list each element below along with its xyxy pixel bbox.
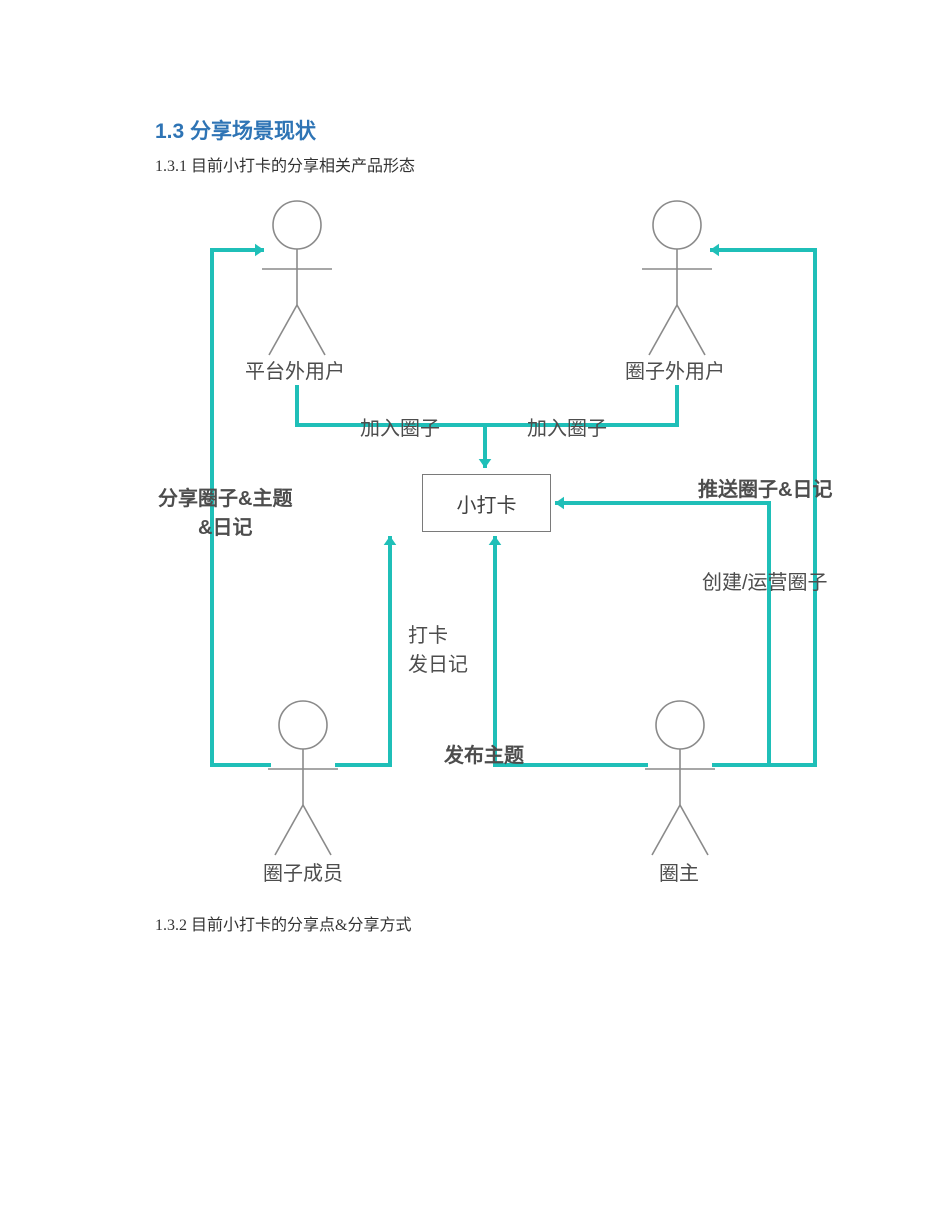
edge-label-push_circle_diary: 推送圈子&日记	[698, 473, 832, 502]
edge-e_owner_to_center_h	[555, 503, 769, 765]
arrowhead	[710, 244, 719, 257]
edge-label-checkin: 打卡发日记	[408, 619, 468, 677]
edge-label-publish_topic: 发布主题	[444, 739, 524, 768]
actor-platform_out_user	[262, 201, 332, 355]
actor-circle_out_user	[642, 201, 712, 355]
edge-label-join_circle_left: 加入圈子	[360, 412, 440, 441]
edge-label-join_circle_right: 加入圈子	[527, 412, 607, 441]
actor-circle_member	[268, 701, 338, 855]
edge-e_owner_to_center_v	[495, 536, 648, 765]
subsection-2: 1.3.2 目前小打卡的分享点&分享方式	[155, 911, 411, 935]
arrowhead	[489, 536, 502, 545]
edge-label-share_circle_topic_diary: 分享圈子&主题&日记	[158, 482, 292, 540]
actor-label-circle_member: 圈子成员	[263, 857, 343, 886]
section-heading: 1.3 分享场景现状	[155, 115, 316, 145]
edge-e_owner_to_circleout	[710, 250, 815, 765]
arrowhead	[479, 459, 492, 468]
actor-label-circle_out_user: 圈子外用户	[625, 355, 725, 384]
sharing-flow-diagram: 小打卡 平台外用户 圈子外用户圈子成员 圈主 分享圈子&主题&日记 加入圈子 加入圈子推送…	[155, 185, 835, 905]
actor-circle_owner	[645, 701, 715, 855]
arrowhead	[555, 497, 564, 510]
center-node-label: 小打卡	[457, 489, 517, 518]
center-node-app: 小打卡	[422, 474, 551, 532]
actor-label-platform_out_user: 平台外用户	[245, 355, 345, 384]
subsection-1: 1.3.1 目前小打卡的分享相关产品形态	[155, 152, 415, 176]
arrowhead	[255, 244, 264, 257]
actor-label-circle_owner: 圈主	[659, 857, 699, 886]
edge-e_member_to_center	[335, 536, 390, 765]
edge-label-create_operate: 创建/运营圈子	[702, 566, 828, 595]
arrowhead	[384, 536, 397, 545]
